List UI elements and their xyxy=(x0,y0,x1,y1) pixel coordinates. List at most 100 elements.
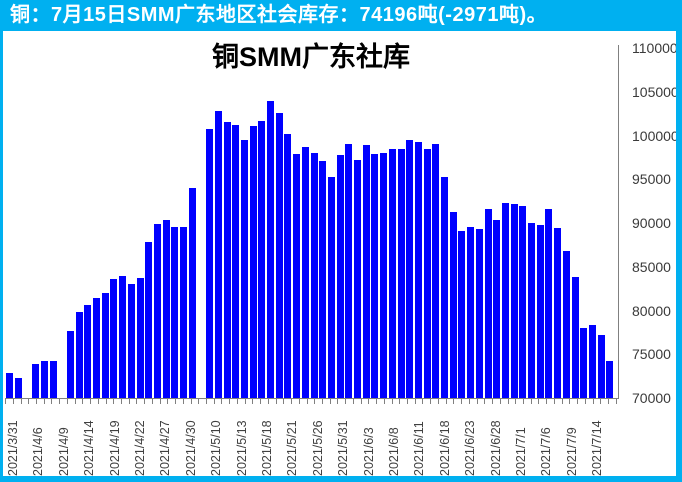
bar xyxy=(571,276,579,398)
bar xyxy=(493,219,501,398)
bar xyxy=(388,148,396,398)
x-axis-tick xyxy=(82,399,84,404)
bar xyxy=(145,241,153,398)
bar xyxy=(597,335,605,398)
bar xyxy=(432,144,440,398)
x-axis-tick xyxy=(51,399,53,404)
bar xyxy=(562,250,570,398)
x-axis-tick-label: 2021/4/9 xyxy=(56,427,71,476)
x-axis-tick xyxy=(345,399,347,404)
x-axis-tick xyxy=(515,399,517,404)
x-axis-tick xyxy=(538,399,540,404)
x-axis-tick xyxy=(321,399,323,404)
y-axis-tick-label: 100000 xyxy=(632,127,679,144)
x-axis-tick-label: 2021/6/8 xyxy=(387,427,401,476)
x-axis-tick xyxy=(275,399,277,404)
x-axis-tick-label: 2021/5/26 xyxy=(310,420,325,476)
bar xyxy=(188,187,196,398)
x-axis-tick xyxy=(236,399,238,404)
x-axis-tick xyxy=(492,399,493,404)
x-axis-tick xyxy=(553,399,555,404)
x-axis-tick xyxy=(283,399,285,404)
x-axis-tick xyxy=(329,399,331,404)
x-axis-tick xyxy=(391,399,393,404)
bar xyxy=(588,324,596,398)
bar xyxy=(458,231,466,398)
x-axis-tick xyxy=(267,399,269,404)
x-axis-line xyxy=(5,398,619,399)
x-axis-tick xyxy=(35,399,37,404)
x-axis-tick xyxy=(530,399,532,404)
x-axis-tick xyxy=(461,399,463,404)
x-axis-tick xyxy=(159,399,161,404)
y-axis-tick-label: 85000 xyxy=(632,258,671,275)
x-axis-tick xyxy=(592,399,594,404)
x-axis-tick xyxy=(376,399,377,404)
y-axis-tick-label: 95000 xyxy=(632,171,671,188)
x-axis-tick-label: 2021/7/1 xyxy=(514,427,528,476)
bar xyxy=(423,148,431,398)
x-axis-tick xyxy=(291,399,292,404)
x-axis-tick xyxy=(136,399,138,404)
bar xyxy=(475,229,483,398)
bar xyxy=(267,101,274,398)
bar xyxy=(49,360,57,398)
bar xyxy=(336,155,344,398)
bar xyxy=(84,305,92,398)
x-axis-tick xyxy=(260,399,262,404)
x-axis-tick xyxy=(522,399,524,404)
bar xyxy=(371,153,379,398)
x-axis-tick xyxy=(74,399,76,404)
bar xyxy=(606,361,614,398)
x-axis-tick xyxy=(352,399,354,404)
x-axis-tick xyxy=(399,399,401,404)
bar xyxy=(110,278,118,398)
x-axis-tick-label: 2021/4/14 xyxy=(82,420,97,476)
bar xyxy=(214,111,222,398)
bar xyxy=(528,222,535,398)
bar xyxy=(406,140,414,398)
x-axis-tick xyxy=(113,399,115,404)
x-axis-tick-label: 2021/4/27 xyxy=(158,420,173,476)
chart-title: 铜SMM广东社库 xyxy=(212,42,410,72)
x-axis-tick-label: 2021/5/18 xyxy=(260,420,274,476)
bar xyxy=(345,144,353,398)
y-axis-tick-label: 90000 xyxy=(632,215,671,231)
header-banner: 铜：7月15日SMM广东地区社会库存：74196吨(-2971吨)。 xyxy=(3,0,676,31)
x-axis-tick xyxy=(368,399,370,404)
x-axis-tick xyxy=(90,399,91,404)
x-axis-tick-label: 2021/4/22 xyxy=(133,420,147,476)
bar xyxy=(293,153,301,398)
bar xyxy=(40,360,48,398)
bar xyxy=(171,226,179,398)
y-axis-tick-label: 70000 xyxy=(632,390,671,406)
bar xyxy=(397,149,405,398)
x-axis-tick xyxy=(615,399,617,404)
x-axis-tick xyxy=(128,399,130,404)
x-axis-tick xyxy=(584,399,586,404)
bar xyxy=(441,177,448,398)
bar xyxy=(136,277,144,398)
x-axis-tick xyxy=(12,399,14,404)
bar xyxy=(414,141,422,398)
bar xyxy=(275,112,283,398)
bar xyxy=(75,311,83,398)
bar xyxy=(301,147,309,398)
x-axis-tick xyxy=(314,399,316,404)
x-axis-tick xyxy=(499,399,501,404)
x-axis-tick xyxy=(360,399,362,404)
bar xyxy=(519,206,527,398)
x-axis-tick xyxy=(476,399,478,404)
x-axis-tick-label: 2021/5/13 xyxy=(234,420,249,476)
bar xyxy=(327,177,335,398)
x-axis-tick-label: 2021/7/14 xyxy=(590,420,605,476)
x-axis-tick xyxy=(175,399,177,404)
bar xyxy=(319,161,327,398)
bar xyxy=(32,363,40,398)
x-axis-tick xyxy=(105,399,107,404)
x-axis-tick xyxy=(144,399,146,404)
x-axis-tick xyxy=(298,399,300,404)
x-axis-tick xyxy=(244,399,246,404)
bar xyxy=(362,145,370,398)
bar xyxy=(119,275,127,398)
